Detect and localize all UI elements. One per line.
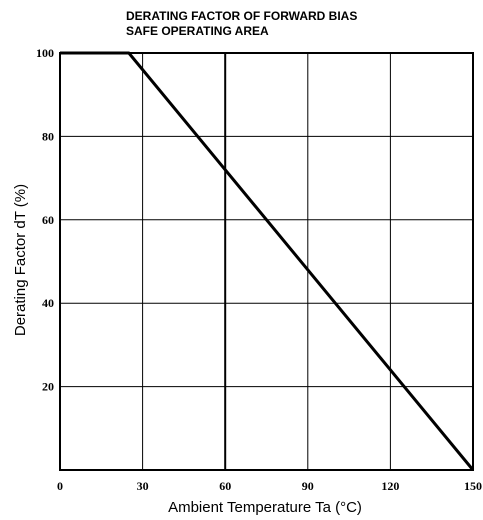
chart-title-line-2: SAFE OPERATING AREA [126, 24, 269, 38]
x-tick-label: 120 [381, 479, 399, 493]
x-tick-label: 0 [57, 479, 63, 493]
y-tick-label: 80 [42, 129, 54, 143]
chart-title-line-1: DERATING FACTOR OF FORWARD BIAS [126, 9, 357, 23]
y-axis-label: Derating Factor dT (%) [12, 184, 29, 336]
x-tick-label: 30 [137, 479, 149, 493]
grid [60, 53, 473, 470]
y-tick-label: 100 [36, 46, 54, 60]
x-tick-label: 60 [219, 479, 231, 493]
y-tick-label: 60 [42, 213, 54, 227]
series-layer [60, 51, 475, 471]
y-tick-label: 40 [42, 296, 54, 310]
x-tick-label: 150 [464, 479, 482, 493]
plot-frame [59, 52, 474, 471]
derating-line [60, 51, 475, 471]
x-axis-label: Ambient Temperature Ta (°C) [168, 499, 362, 516]
tick-labels: 0 30 60 90 120 150 20 40 60 80 100 [36, 46, 482, 493]
x-tick-label: 90 [302, 479, 314, 493]
y-tick-label: 20 [42, 380, 54, 394]
